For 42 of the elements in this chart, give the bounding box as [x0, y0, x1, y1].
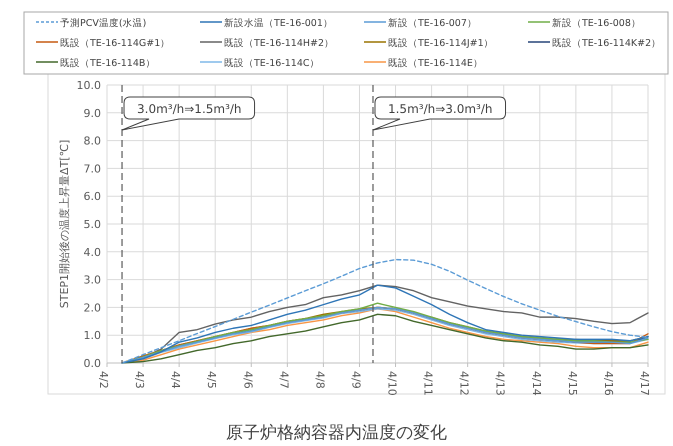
- y-tick-label: 7.0: [84, 162, 101, 176]
- legend-label: 既設（TE-16-114B）: [60, 57, 156, 69]
- y-tick-label: 8.0: [84, 134, 101, 148]
- y-tick-label: 1.0: [84, 329, 101, 342]
- ref-line-label: 3.0m³/h⇒1.5m³/h: [137, 102, 242, 116]
- x-tick-label: 4/17: [638, 371, 651, 396]
- y-tick-label: 6.0: [84, 190, 101, 204]
- x-tick-label: 4/4: [169, 371, 182, 389]
- y-axis-title: STEP1開始後の温度上昇量ΔT[℃]: [58, 140, 71, 308]
- legend-label: 新設（TE-16-007）: [388, 17, 477, 29]
- legend-label: 新設水温（TE-16-001）: [224, 17, 333, 29]
- legend-label: 既設（TE-16-114C）: [224, 57, 320, 69]
- legend-label: 既設（TE-16-114G#1）: [60, 37, 170, 49]
- y-tick-label: 4.0: [84, 246, 101, 259]
- x-tick-label: 4/9: [349, 371, 362, 389]
- legend-label: 既設（TE-16-114E）: [388, 57, 483, 69]
- y-tick-label: 0.0: [84, 357, 101, 370]
- legend-label: 新設（TE-16-008）: [552, 17, 641, 29]
- y-tick-label: 5.0: [84, 218, 101, 231]
- y-tick-label: 3.0: [84, 274, 101, 287]
- text: 原子炉格納容器内温度の変化: [226, 423, 447, 443]
- legend-label: 既設（TE-16-114J#1）: [388, 37, 494, 49]
- x-tick-label: 4/15: [566, 371, 579, 396]
- legend-label: 予測PCV温度(水温): [60, 17, 146, 29]
- x-tick-label: 4/7: [277, 371, 290, 389]
- x-tick-label: 4/12: [458, 371, 471, 396]
- x-tick-label: 4/10: [386, 371, 399, 396]
- legend-label: 既設（TE-16-114H#2）: [224, 37, 334, 49]
- x-tick-label: 4/8: [313, 371, 326, 389]
- y-tick-label: 10.0: [76, 79, 101, 92]
- x-tick-label: 4/11: [422, 371, 435, 396]
- x-tick-label: 4/3: [133, 371, 146, 389]
- x-tick-label: 4/13: [494, 371, 507, 396]
- legend-label: 既設（TE-16-114K#2）: [552, 37, 662, 49]
- x-tick-label: 4/16: [602, 371, 615, 396]
- y-tick-label: 9.0: [84, 106, 101, 120]
- ref-line-label: 1.5m³/h⇒3.0m³/h: [388, 102, 493, 116]
- x-tick-label: 4/6: [241, 371, 254, 389]
- x-tick-label: 4/5: [205, 371, 218, 389]
- x-tick-label: 4/14: [530, 371, 543, 396]
- y-tick-label: 2.0: [84, 301, 101, 314]
- x-tick-label: 4/2: [96, 371, 110, 389]
